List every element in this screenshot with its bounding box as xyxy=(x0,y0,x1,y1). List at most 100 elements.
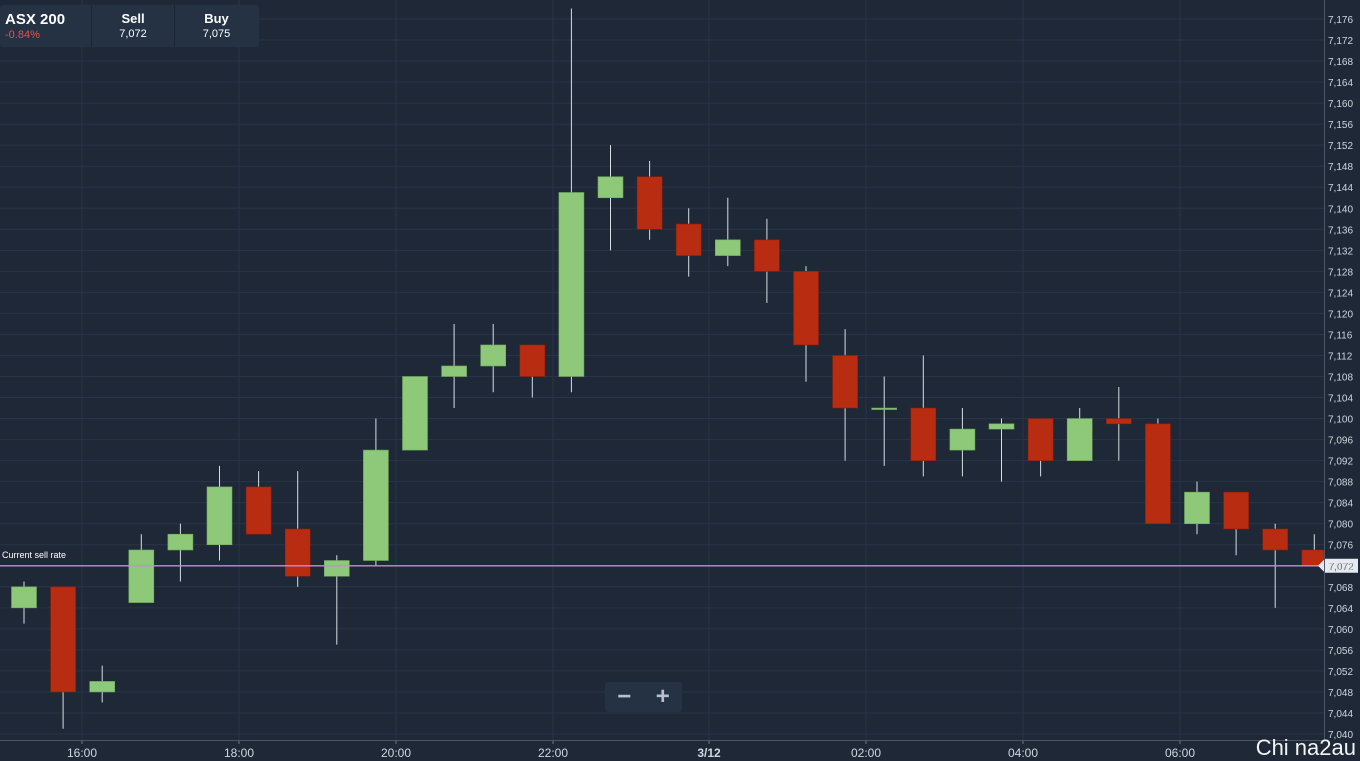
y-tick-label: 7,072 xyxy=(1328,562,1353,573)
candle-up[interactable] xyxy=(89,665,115,703)
sell-value: 7,072 xyxy=(119,28,147,40)
candle-up[interactable] xyxy=(480,323,507,393)
y-tick-label: 7,176 xyxy=(1328,15,1353,26)
candle-down[interactable] xyxy=(1106,387,1132,461)
y-tick-label: 7,044 xyxy=(1328,709,1353,720)
y-tick-label: 7,112 xyxy=(1328,351,1353,362)
candle-down[interactable] xyxy=(793,266,819,382)
candle-body xyxy=(245,486,272,535)
y-tick-label: 7,168 xyxy=(1328,57,1353,68)
candle-body xyxy=(1223,491,1249,530)
sell-label: Sell xyxy=(121,11,145,26)
watermark: Chi na2au xyxy=(1255,735,1356,760)
instrument-cell[interactable]: ASX 200 -0.84% xyxy=(0,5,92,47)
x-tick-label: 06:00 xyxy=(1165,746,1195,760)
candle-body xyxy=(1262,528,1288,551)
y-tick-label: 7,160 xyxy=(1328,99,1353,110)
candle-up[interactable] xyxy=(1184,481,1210,535)
candle-up[interactable] xyxy=(871,376,898,466)
y-tick-label: 7,080 xyxy=(1328,520,1353,531)
buy-button[interactable]: Buy 7,075 xyxy=(175,5,258,47)
candle-body xyxy=(636,176,663,230)
current-rate-tag: 7,072 xyxy=(1318,558,1358,573)
instrument-name: ASX 200 xyxy=(5,11,66,28)
y-tick-label: 7,064 xyxy=(1328,604,1353,615)
candle-up[interactable] xyxy=(167,523,194,582)
candle-up[interactable] xyxy=(206,465,233,561)
x-tick-label: 20:00 xyxy=(381,746,411,760)
y-tick-label: 7,108 xyxy=(1328,373,1353,384)
y-tick-label: 7,100 xyxy=(1328,415,1353,426)
zoom-out-button[interactable]: − xyxy=(617,683,632,710)
candle-down[interactable] xyxy=(519,344,546,398)
candle-up[interactable] xyxy=(402,376,428,451)
candle-body xyxy=(284,528,311,577)
candle-body xyxy=(1066,418,1093,461)
grid-layer xyxy=(0,0,1324,740)
y-tick-label: 7,084 xyxy=(1328,499,1353,510)
candle-body xyxy=(519,344,546,377)
candle-up[interactable] xyxy=(949,408,976,477)
candle-down[interactable] xyxy=(1223,491,1249,556)
candle-body xyxy=(675,223,702,256)
candle-down[interactable] xyxy=(754,218,780,303)
candle-body xyxy=(754,239,780,272)
candle-up[interactable] xyxy=(714,197,741,267)
candle-down[interactable] xyxy=(1145,418,1171,525)
candle-up[interactable] xyxy=(597,145,624,251)
instrument-change: -0.84% xyxy=(5,29,40,41)
candle-up[interactable] xyxy=(1066,408,1093,461)
candle-up[interactable] xyxy=(441,323,467,409)
candle-body xyxy=(1106,418,1132,425)
candle-down[interactable] xyxy=(1027,418,1054,477)
x-tick-label: 02:00 xyxy=(851,746,881,760)
candle-body xyxy=(1027,418,1054,461)
candle-down[interactable] xyxy=(675,208,702,277)
candle-body xyxy=(11,586,37,609)
zoom-in-button[interactable]: + xyxy=(655,683,670,710)
sell-button[interactable]: Sell 7,072 xyxy=(92,5,175,47)
candle-down[interactable] xyxy=(832,329,858,461)
y-tick-label: 7,120 xyxy=(1328,309,1353,320)
candle-body xyxy=(480,344,507,367)
x-tick-label: 18:00 xyxy=(224,746,254,760)
candle-body xyxy=(949,428,976,451)
candle-down[interactable] xyxy=(636,160,663,240)
y-tick-label: 7,136 xyxy=(1328,225,1353,236)
candle-body xyxy=(1184,491,1210,525)
candle-body xyxy=(988,423,1015,430)
y-tick-label: 7,156 xyxy=(1328,120,1353,131)
x-tick-label: 22:00 xyxy=(538,746,568,760)
x-tick-label: 04:00 xyxy=(1008,746,1038,760)
y-tick-label: 7,124 xyxy=(1328,288,1353,299)
candle-up[interactable] xyxy=(11,581,37,624)
instrument-info-panel: ASX 200 -0.84% Sell 7,072 Buy 7,075 xyxy=(0,5,259,47)
zoom-control: − + xyxy=(605,682,682,712)
candle-up[interactable] xyxy=(128,534,155,603)
candle-up[interactable] xyxy=(363,418,389,566)
y-tick-label: 7,060 xyxy=(1328,625,1353,636)
y-tick-label: 7,128 xyxy=(1328,267,1353,278)
buy-value: 7,075 xyxy=(202,28,231,40)
candle-body xyxy=(714,239,741,256)
candle-down[interactable] xyxy=(50,586,76,729)
candle-body xyxy=(128,549,155,603)
candle-up[interactable] xyxy=(558,8,585,393)
y-tick-label: 7,056 xyxy=(1328,646,1353,657)
candle-down[interactable] xyxy=(284,471,311,587)
candle-body xyxy=(206,486,233,546)
candle-down[interactable] xyxy=(245,471,272,535)
candle-up[interactable] xyxy=(988,418,1015,482)
candle-down[interactable] xyxy=(1301,534,1325,567)
y-tick-label: 7,164 xyxy=(1328,78,1353,89)
y-tick-label: 7,092 xyxy=(1328,457,1353,468)
candle-body xyxy=(167,533,194,551)
buy-label: Buy xyxy=(204,11,229,26)
candle-body xyxy=(402,376,428,451)
candle-body xyxy=(832,355,858,409)
candle-up[interactable] xyxy=(323,555,350,645)
candle-body xyxy=(558,192,585,377)
candle-down[interactable] xyxy=(910,355,937,477)
